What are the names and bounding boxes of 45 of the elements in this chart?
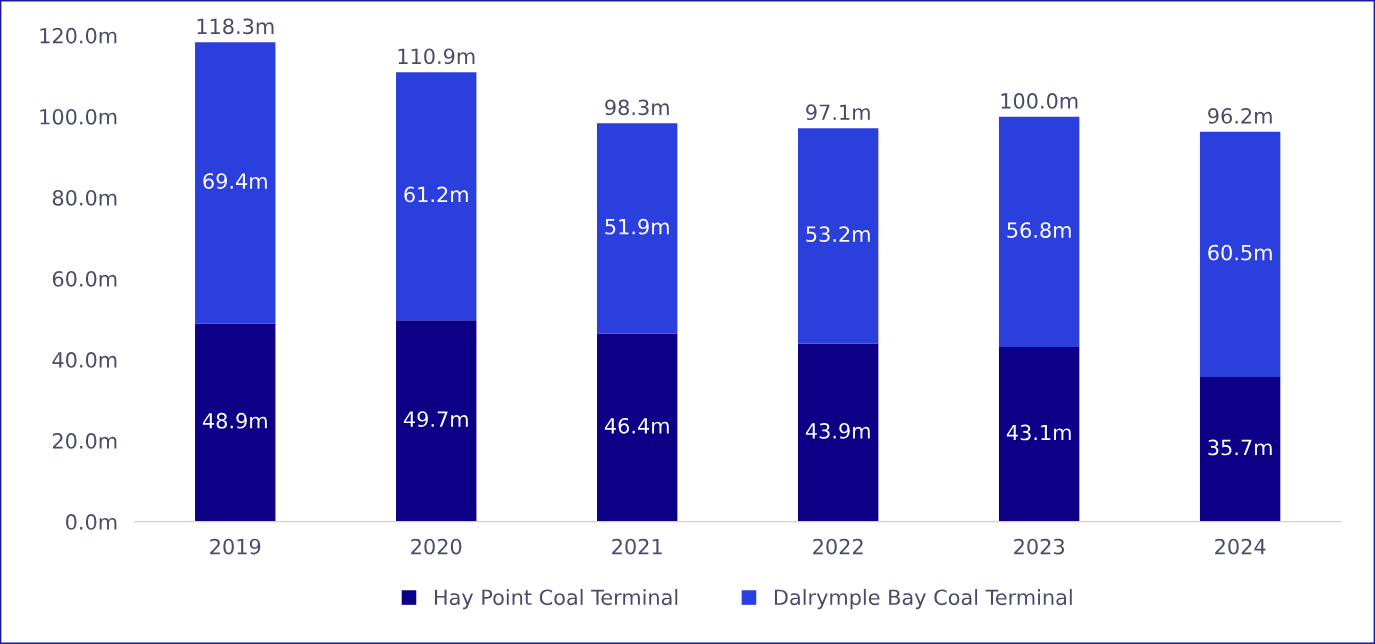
bar — [195, 42, 276, 324]
bar — [998, 347, 1080, 522]
bar — [597, 123, 678, 334]
x-tick-label: 2023 — [1014, 538, 1064, 555]
total-label: 100.0m — [1001, 93, 1078, 109]
x-tick-label: 2019 — [210, 538, 261, 555]
total-label: 96.2m — [1208, 108, 1272, 124]
x-tick-label: 2024 — [1215, 538, 1266, 555]
x-tick-label: 2022 — [813, 538, 863, 555]
total-label: 110.9m — [398, 48, 475, 65]
legend-label: Hay Point Coal Terminal — [434, 589, 678, 610]
legend-label: Dalrymple Bay Coal Terminal — [774, 589, 1072, 610]
bar — [396, 320, 477, 522]
data-label: 51.9m — [605, 218, 669, 235]
y-tick-label: 120.0m — [40, 27, 117, 44]
total-label: 98.3m — [605, 99, 669, 116]
y-tick-label: 100.0m — [40, 108, 117, 125]
data-label: 43.1m — [1006, 424, 1071, 441]
bar — [396, 72, 477, 321]
total-label: 97.1m — [806, 104, 870, 121]
data-label: 35.7m — [1208, 439, 1272, 456]
data-label: 43.9m — [805, 422, 870, 439]
data-label: 46.4m — [604, 417, 669, 434]
y-tick-label: 20.0m — [52, 433, 117, 449]
total-label: 118.3m — [197, 18, 274, 35]
bar — [195, 323, 276, 522]
data-label: 48.9m — [202, 412, 267, 429]
data-label: 56.8m — [1007, 222, 1071, 238]
data-label: 60.5m — [1208, 244, 1272, 261]
data-label: 61.2m — [404, 186, 468, 203]
bar — [797, 128, 879, 344]
data-label: 53.2m — [806, 226, 870, 243]
data-label: 69.4m — [203, 173, 267, 189]
x-tick-label: 2020 — [411, 538, 462, 555]
y-tick-label: 40.0m — [52, 352, 117, 368]
x-tick-label: 2021 — [612, 538, 662, 555]
bar — [1199, 131, 1281, 377]
y-tick-label: 80.0m — [52, 189, 117, 206]
bar — [998, 116, 1080, 348]
bar — [797, 343, 879, 522]
bar — [597, 333, 678, 522]
bar — [1199, 376, 1281, 522]
data-label: 49.7m — [403, 411, 468, 427]
y-tick-label: 60.0m — [52, 270, 117, 287]
y-tick-label: 0.0m — [66, 514, 117, 530]
